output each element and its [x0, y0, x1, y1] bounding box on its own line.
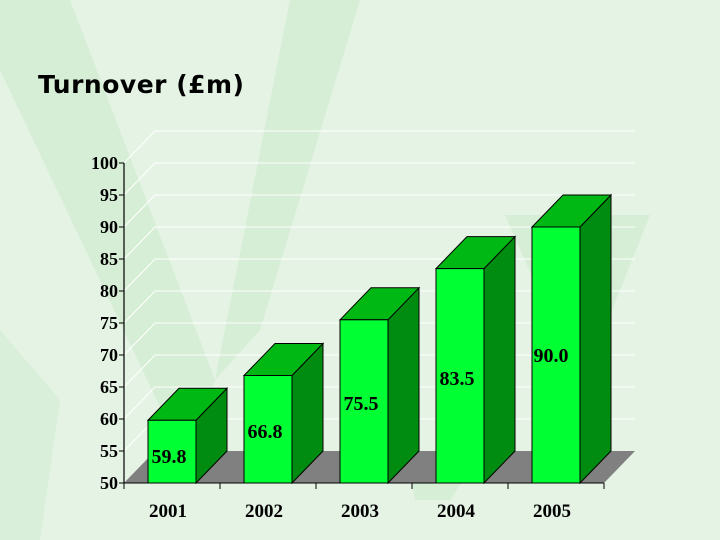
- data-labels: 59.8 66.8 75.5 83.5 90.0: [152, 345, 569, 468]
- y-tick-label: 95: [100, 185, 118, 205]
- data-label: 59.8: [152, 446, 187, 468]
- gridline-diagonal: [123, 130, 156, 164]
- bar-2005: [530, 193, 613, 485]
- y-tick-label: 65: [100, 377, 118, 397]
- bar-front: [243, 374, 293, 484]
- x-tick-label: 2003: [341, 501, 379, 522]
- x-tick-label: 2002: [245, 501, 283, 522]
- y-tick-label: 55: [100, 441, 118, 461]
- bar-side: [579, 193, 612, 485]
- bar-front: [147, 419, 197, 484]
- gridline-diagonal: [123, 322, 156, 356]
- bar-2004: [434, 235, 517, 485]
- x-tick-label: 2004: [437, 501, 476, 522]
- bar-front: [531, 226, 581, 484]
- slide-title: Turnover (£m): [38, 70, 245, 99]
- y-tick-label: 70: [100, 345, 118, 365]
- gridline-diagonal: [123, 290, 156, 324]
- y-tick-label: 50: [100, 473, 118, 493]
- bar-2003: [338, 286, 421, 485]
- bar-2002: [242, 342, 325, 485]
- gridline-diagonal: [123, 386, 156, 420]
- value-axis: 50 55 60 65 70 75 80 85 90 95 100: [91, 153, 125, 493]
- data-label: 75.5: [344, 393, 379, 415]
- y-tick-label: 90: [100, 217, 118, 237]
- bar-side: [483, 235, 516, 485]
- gridline-diagonal: [123, 194, 156, 228]
- bars: [146, 193, 613, 485]
- data-label: 83.5: [440, 368, 475, 390]
- gridline-diagonal: [123, 226, 156, 260]
- y-tick-label: 60: [100, 409, 118, 429]
- x-tick-label: 2001: [149, 501, 187, 522]
- bar-side: [387, 286, 420, 485]
- gridline-diagonal: [123, 354, 156, 388]
- data-label: 66.8: [248, 421, 283, 443]
- bar-2001: [146, 387, 229, 485]
- x-tick-label: 2005: [533, 501, 571, 522]
- data-label: 90.0: [534, 345, 569, 367]
- y-tick-label: 80: [100, 281, 118, 301]
- y-tick-label: 100: [91, 153, 118, 173]
- gridline-diagonal: [123, 162, 156, 196]
- category-axis: 2001 2002 2003 2004 2005: [123, 483, 605, 522]
- y-tick-label: 85: [100, 249, 118, 269]
- gridline-diagonal: [123, 258, 156, 292]
- y-tick-label: 75: [100, 313, 118, 333]
- bar-front: [435, 268, 485, 484]
- bar-front: [339, 319, 389, 484]
